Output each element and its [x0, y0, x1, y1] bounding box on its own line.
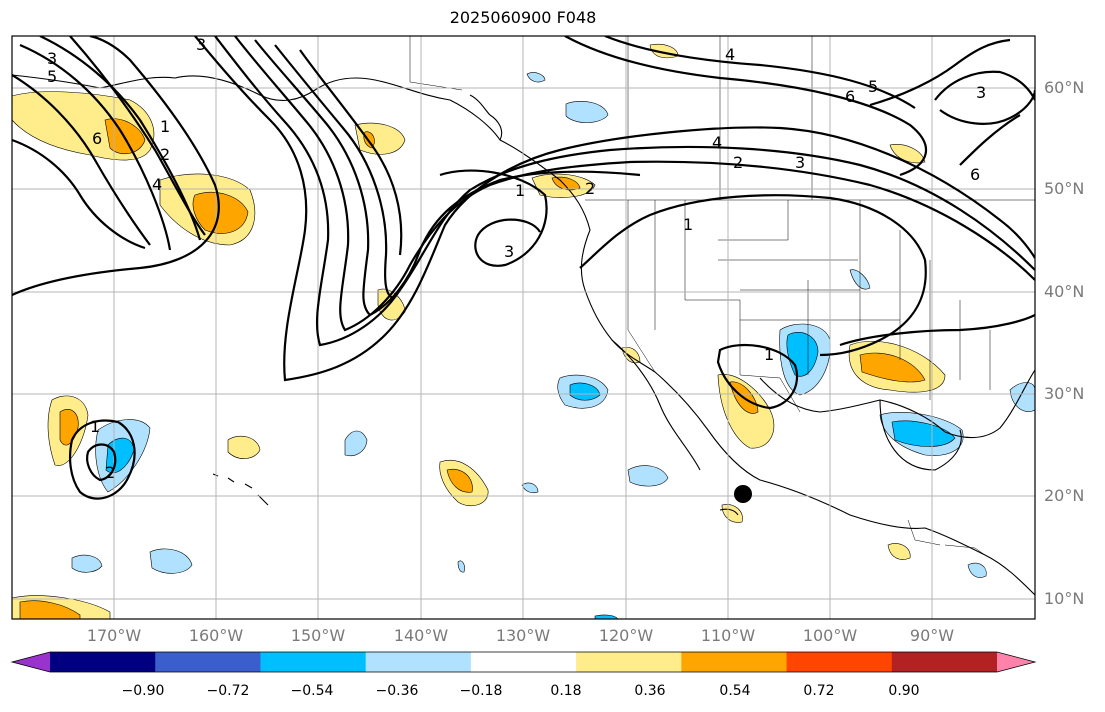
- location-marker: [734, 485, 752, 503]
- latitude-label: 10°N: [1044, 589, 1085, 608]
- contour-label: 3: [47, 49, 57, 68]
- colorbar-tick-label: 0.72: [803, 683, 835, 699]
- contour-label: 2: [160, 145, 170, 164]
- colorbar-tick-label: −0.90: [121, 683, 165, 699]
- contour-label: 5: [868, 77, 878, 96]
- longitude-label: 140°W: [393, 626, 449, 645]
- contour-label: 1: [160, 117, 170, 136]
- colorbar-segment: [260, 652, 367, 672]
- map-title: 2025060900 F048: [449, 8, 597, 27]
- colorbar-segment: [576, 652, 682, 672]
- negative-anomaly-shading: [71, 72, 1035, 619]
- contour-label: 1: [764, 345, 774, 364]
- longitude-label: 150°W: [290, 626, 346, 645]
- colorbar-segment: [470, 652, 577, 672]
- contour-label: 5: [47, 67, 57, 86]
- colorbar-segment: [786, 652, 893, 672]
- contour-label: 6: [970, 165, 980, 184]
- contour-label: 1: [683, 215, 693, 234]
- colorbar-tick-label: −0.36: [375, 683, 419, 699]
- contour-label: 2: [733, 153, 743, 172]
- latitude-label: 20°N: [1044, 486, 1085, 505]
- longitude-label: 170°W: [86, 626, 142, 645]
- colorbar-segment: [50, 652, 156, 672]
- contour-label: 2: [585, 179, 595, 198]
- colorbar-tick-label: −0.18: [459, 683, 503, 699]
- contour-label: 1: [515, 181, 525, 200]
- contour-label: 3: [976, 83, 986, 102]
- colorbar-tick-label: 0.90: [888, 683, 920, 699]
- contour-label: 3: [504, 242, 514, 261]
- colorbar-segment: [891, 652, 998, 672]
- latitude-label: 50°N: [1044, 179, 1085, 198]
- longitude-label: 90°W: [909, 626, 955, 645]
- graticule: [12, 36, 1035, 619]
- colorbar-tick-label: 0.54: [719, 683, 751, 699]
- colorbar-extend-high: [997, 652, 1035, 672]
- colorbar-segment: [155, 652, 261, 672]
- positive-anomaly-shading: [12, 43, 946, 619]
- colorbar-tick-label: 0.36: [634, 683, 666, 699]
- longitude-label: 110°W: [700, 626, 756, 645]
- longitude-label: 120°W: [598, 626, 654, 645]
- colorbar-tick-label: −0.54: [290, 683, 334, 699]
- colorbar-tick-label: −0.72: [206, 683, 250, 699]
- colorbar-extend-low: [12, 652, 50, 672]
- colorbar-segment: [681, 652, 788, 672]
- contour-lines: [12, 36, 1035, 500]
- colorbar-segment: [365, 652, 472, 672]
- contour-label: 6: [92, 129, 102, 148]
- contour-label: 2: [105, 463, 115, 482]
- longitude-label: 130°W: [495, 626, 551, 645]
- longitude-label: 160°W: [188, 626, 244, 645]
- contour-label: 3: [795, 153, 805, 172]
- contour-label: 4: [725, 45, 735, 64]
- longitude-label: 100°W: [802, 626, 858, 645]
- contour-label: 3: [196, 35, 206, 54]
- contour-label: 1: [90, 417, 100, 436]
- colorbar-tick-label: 0.18: [550, 683, 582, 699]
- latitude-label: 40°N: [1044, 282, 1085, 301]
- colorbar: [10, 651, 1037, 673]
- latitude-label: 60°N: [1044, 78, 1085, 97]
- contour-label: 4: [152, 175, 162, 194]
- contour-label: 6: [845, 87, 855, 106]
- colorbar-outline: [10, 651, 1037, 673]
- latitude-label: 30°N: [1044, 384, 1085, 403]
- map-border: [11, 35, 1036, 620]
- contour-label-group: 3 5 6 4 1 2 3 4 2 3 1 2 5 6 3 4 6 1 1 3 …: [47, 35, 986, 482]
- contour-label: 4: [712, 133, 722, 152]
